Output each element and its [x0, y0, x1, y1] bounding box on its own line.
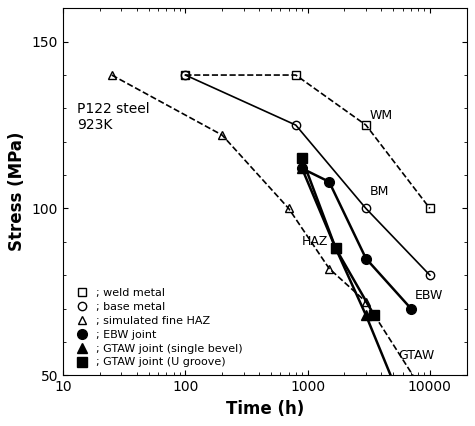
Text: HAZ: HAZ — [302, 235, 328, 248]
Text: GTAW: GTAW — [398, 349, 434, 362]
X-axis label: Time (h): Time (h) — [226, 400, 304, 417]
Y-axis label: Stress (MPa): Stress (MPa) — [9, 132, 26, 251]
Text: P122 steel
923K: P122 steel 923K — [77, 102, 150, 132]
Text: WM: WM — [370, 109, 392, 121]
Text: BM: BM — [370, 185, 389, 198]
Text: EBW: EBW — [415, 289, 443, 302]
Legend: ; weld metal, ; base metal, ; simulated fine HAZ, ; EBW joint, ; GTAW joint (sin: ; weld metal, ; base metal, ; simulated … — [69, 286, 245, 370]
